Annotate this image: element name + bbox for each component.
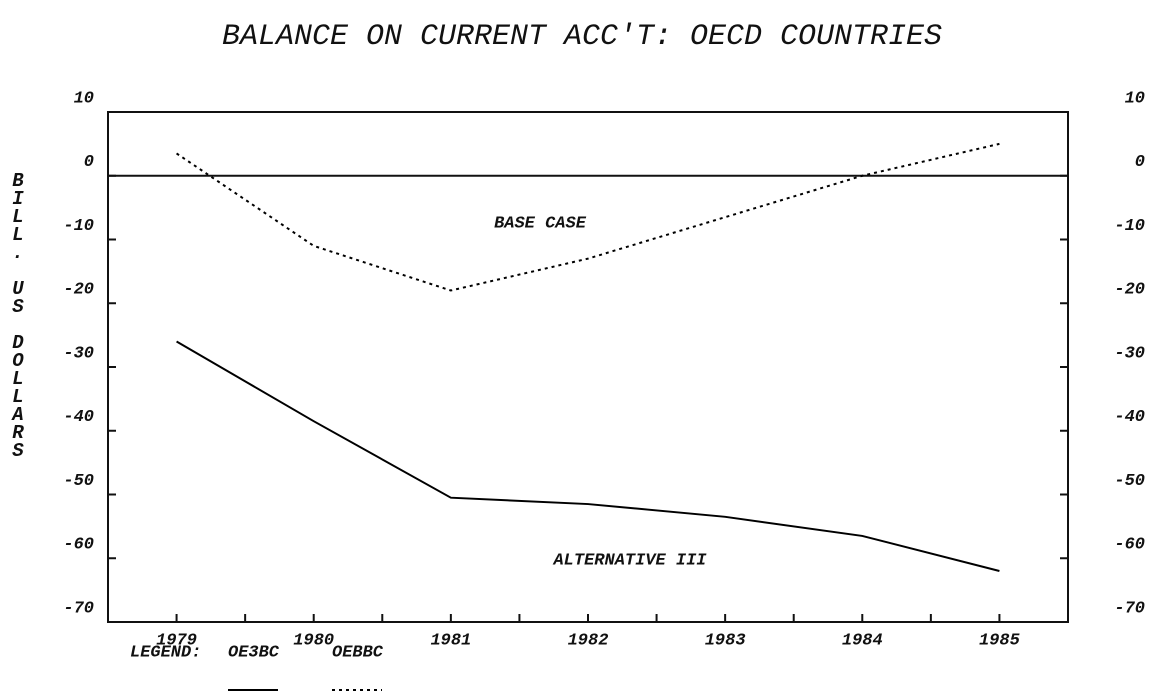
x-tick-label: 1980: [293, 631, 334, 650]
y2-tick-label: -60: [1114, 536, 1145, 555]
x-tick-label: 1979: [156, 631, 197, 650]
series-line: [176, 142, 1000, 292]
x-tick-label: 1984: [842, 631, 883, 650]
plot-frame: [107, 111, 1069, 623]
annotation: BASE CASE: [494, 214, 587, 233]
y2-tick-label: 0: [1135, 153, 1145, 172]
y2-tick-label: -40: [1114, 408, 1145, 427]
chart-title: BALANCE ON CURRENT ACC'T: OECD COUNTRIES: [222, 20, 942, 54]
y2-tick-label: -50: [1114, 472, 1145, 491]
legend-entry: OE3BC: [228, 643, 280, 662]
annotation: ALTERNATIVE III: [552, 551, 707, 570]
y-tick-label: -60: [63, 536, 94, 555]
x-tick-label: 1981: [430, 631, 471, 650]
series-line: [176, 340, 1000, 572]
y-axis-label: BILL. US DOLLARS: [7, 170, 29, 458]
y-tick-label: -30: [63, 344, 94, 363]
y2-tick-label: 10: [1125, 89, 1145, 108]
y-tick-label: -50: [63, 472, 94, 491]
legend-entry: OEBBC: [332, 643, 384, 662]
x-tick-label: 1982: [568, 631, 609, 650]
y-tick-label: 0: [84, 153, 94, 172]
y2-tick-label: -10: [1114, 217, 1145, 236]
y-tick-label: 10: [74, 89, 94, 108]
legend-title: LEGEND:: [130, 643, 201, 662]
x-tick-label: 1985: [979, 631, 1020, 650]
x-tick-label: 1983: [705, 631, 746, 650]
y-tick-label: -40: [63, 408, 94, 427]
y-tick-label: -20: [63, 281, 94, 300]
y2-tick-label: -30: [1114, 344, 1145, 363]
y2-tick-label: -70: [1114, 599, 1145, 618]
y-tick-label: -10: [63, 217, 94, 236]
y-tick-label: -70: [63, 599, 94, 618]
y2-tick-label: -20: [1114, 281, 1145, 300]
